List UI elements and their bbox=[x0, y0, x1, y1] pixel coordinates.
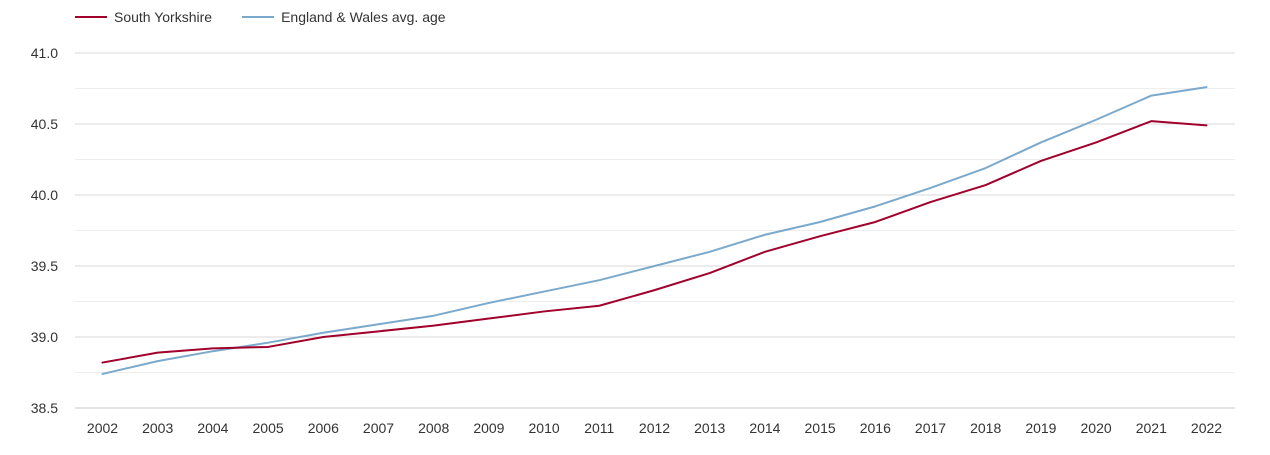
x-tick-label: 2022 bbox=[1191, 420, 1222, 436]
legend-item-south-yorkshire[interactable]: South Yorkshire bbox=[75, 9, 212, 25]
x-tick-label: 2007 bbox=[363, 420, 394, 436]
x-tick-label: 2021 bbox=[1136, 420, 1167, 436]
x-tick-label: 2003 bbox=[142, 420, 173, 436]
x-tick-label: 2008 bbox=[418, 420, 449, 436]
x-tick-label: 2018 bbox=[970, 420, 1001, 436]
y-tick-label: 41.0 bbox=[31, 45, 58, 61]
x-tick-label: 2019 bbox=[1025, 420, 1056, 436]
legend-swatch-england-wales bbox=[242, 16, 275, 18]
legend: South Yorkshire England & Wales avg. age bbox=[75, 9, 476, 25]
series-line-england-wales-avg-age bbox=[101, 86, 1208, 375]
x-tick-label: 2009 bbox=[473, 420, 504, 436]
x-tick-label: 2012 bbox=[639, 420, 670, 436]
x-tick-label: 2006 bbox=[308, 420, 339, 436]
y-tick-label: 39.0 bbox=[31, 329, 58, 345]
x-tick-label: 2014 bbox=[749, 420, 780, 436]
y-tick-label: 38.5 bbox=[31, 400, 58, 416]
y-tick-label: 39.5 bbox=[31, 258, 58, 274]
x-tick-label: 2020 bbox=[1081, 420, 1112, 436]
legend-item-england-wales[interactable]: England & Wales avg. age bbox=[242, 9, 446, 25]
legend-label-south-yorkshire: South Yorkshire bbox=[114, 9, 213, 25]
x-tick-label: 2016 bbox=[860, 420, 891, 436]
x-tick-label: 2017 bbox=[915, 420, 946, 436]
y-tick-label: 40.5 bbox=[31, 116, 58, 132]
x-tick-label: 2002 bbox=[87, 420, 118, 436]
x-tick-label: 2013 bbox=[694, 420, 725, 436]
x-tick-label: 2005 bbox=[253, 420, 284, 436]
series-line-south-yorkshire bbox=[101, 120, 1208, 364]
x-tick-label: 2011 bbox=[584, 420, 614, 436]
x-tick-label: 2015 bbox=[805, 420, 836, 436]
x-tick-label: 2010 bbox=[529, 420, 560, 436]
y-tick-label: 40.0 bbox=[31, 187, 58, 203]
legend-swatch-south-yorkshire bbox=[75, 16, 107, 18]
x-tick-label: 2004 bbox=[197, 420, 228, 436]
legend-label-england-wales: England & Wales avg. age bbox=[281, 9, 446, 25]
